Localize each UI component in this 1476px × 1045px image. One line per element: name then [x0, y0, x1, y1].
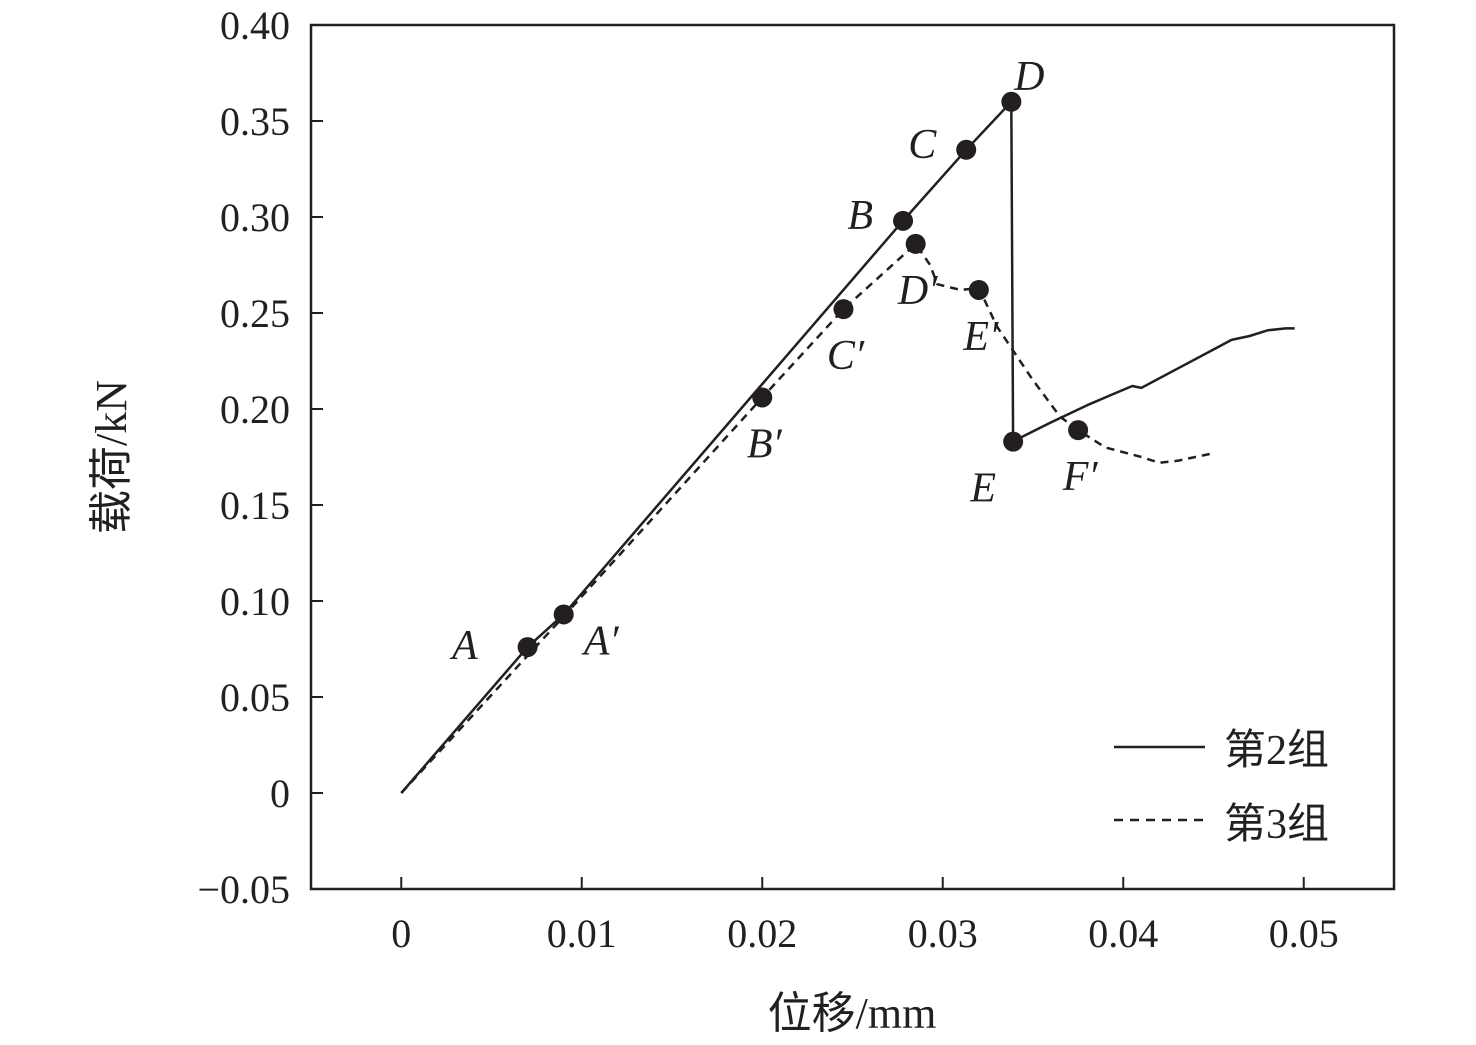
- point-marker: [968, 279, 989, 300]
- point-label: C′: [827, 333, 865, 379]
- point-marker: [905, 233, 926, 254]
- legend-label-series-2: 第2组: [1224, 728, 1329, 774]
- series-line-2: [400, 100, 1295, 794]
- point-marker: [553, 604, 574, 625]
- y-tick-label: 0: [270, 771, 290, 816]
- point-label: C: [908, 122, 937, 168]
- x-tick-label: 0.02: [727, 911, 797, 956]
- x-axis-ticks: 0 0.01 0.02 0.03 0.04 0.05: [391, 877, 1339, 956]
- point-marker: [752, 387, 773, 408]
- point-marker: [1001, 91, 1022, 112]
- point-label: D: [1013, 54, 1044, 100]
- y-tick-label: 0.25: [220, 291, 290, 336]
- y-tick-label: 0.20: [220, 387, 290, 432]
- plot-area-frame: [309, 23, 1396, 891]
- point-label: A′: [581, 618, 620, 664]
- point-label: F′: [1062, 454, 1099, 500]
- point-label: B′: [747, 421, 783, 467]
- point-label: E′: [962, 314, 999, 360]
- marker-layer: A A′ B′ C′ B D′ E′ C D E F′: [449, 54, 1098, 669]
- y-tick-label: 0.15: [220, 483, 290, 528]
- y-tick-label: 0.40: [220, 3, 290, 48]
- x-tick-label: 0.05: [1269, 911, 1339, 956]
- point-marker: [956, 139, 977, 160]
- y-tick-label: −0.05: [197, 867, 290, 912]
- x-tick-label: 0.01: [547, 911, 617, 956]
- x-tick-label: 0.04: [1088, 911, 1158, 956]
- legend: 第2组 第3组: [1114, 728, 1329, 848]
- y-tick-label: 0.30: [220, 195, 290, 240]
- x-tick-label: 0.03: [908, 911, 978, 956]
- y-tick-label: 0.35: [220, 99, 290, 144]
- x-tick-label: 0: [391, 911, 411, 956]
- point-marker: [893, 210, 914, 231]
- point-marker: [833, 299, 854, 320]
- point-marker: [1003, 431, 1024, 452]
- y-axis-title: 载荷/kN: [87, 380, 136, 534]
- point-label: D′: [897, 268, 938, 314]
- y-tick-label: 0.05: [220, 675, 290, 720]
- series-layer: [400, 100, 1295, 794]
- y-axis-ticks: −0.05 0 0.05 0.10 0.15 0.20 0.25 0.30 0.35 0.40: [197, 3, 323, 912]
- series-line-3: [400, 242, 1214, 794]
- y-tick-label: 0.10: [220, 579, 290, 624]
- point-marker: [1068, 420, 1089, 441]
- x-axis-title: 位移/mm: [768, 989, 937, 1038]
- legend-label-series-3: 第3组: [1224, 802, 1329, 848]
- point-label: A: [449, 623, 478, 669]
- point-label: E: [969, 466, 996, 512]
- point-marker: [517, 637, 538, 658]
- point-label: B: [847, 193, 873, 239]
